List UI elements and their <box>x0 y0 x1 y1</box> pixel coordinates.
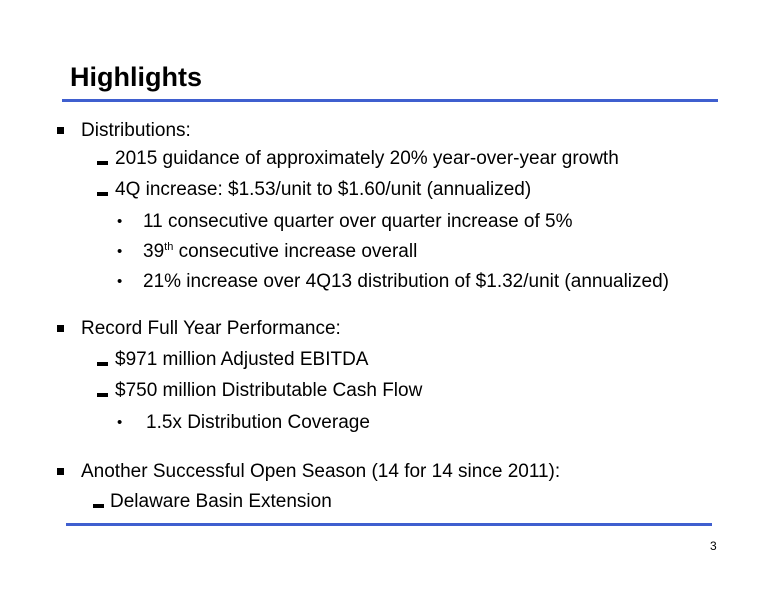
bullet-open-season: Another Successful Open Season (14 for 1… <box>81 461 561 482</box>
dash-bullet-icon <box>97 393 108 397</box>
sub-bullet-4q-increase: 4Q increase: $1.53/unit to $1.60/unit (a… <box>115 179 532 200</box>
detail-21pct-increase: 21% increase over 4Q13 distribution of $… <box>143 271 669 292</box>
square-bullet-icon <box>57 325 64 332</box>
dot-bullet-icon: • <box>117 414 123 431</box>
square-bullet-icon <box>57 127 64 134</box>
detail-consecutive-overall: 39th consecutive increase overall <box>143 240 417 264</box>
footer-rule <box>66 523 712 526</box>
dot-bullet-icon: • <box>117 213 123 230</box>
sub-bullet-ebitda: $971 million Adjusted EBITDA <box>115 349 369 370</box>
dash-bullet-icon <box>97 362 108 366</box>
sub-bullet-dcf: $750 million Distributable Cash Flow <box>115 380 423 401</box>
ordinal-text: consecutive increase overall <box>173 241 418 262</box>
bullet-record-year: Record Full Year Performance: <box>81 318 341 339</box>
title-underline <box>62 99 718 102</box>
ordinal-suffix: th <box>164 241 174 253</box>
slide-title: Highlights <box>70 62 202 92</box>
ordinal-number: 39 <box>143 241 165 262</box>
sub-bullet-delaware: Delaware Basin Extension <box>110 491 332 512</box>
dash-bullet-icon <box>93 504 104 508</box>
bullet-distributions: Distributions: <box>81 120 191 141</box>
detail-consecutive-quarter: 11 consecutive quarter over quarter incr… <box>143 211 573 232</box>
dot-bullet-icon: • <box>117 243 123 260</box>
detail-coverage: 1.5x Distribution Coverage <box>146 412 370 433</box>
sub-bullet-guidance: 2015 guidance of approximately 20% year-… <box>115 148 619 169</box>
dot-bullet-icon: • <box>117 273 123 290</box>
dash-bullet-icon <box>97 192 108 196</box>
page-number: 3 <box>710 539 717 553</box>
square-bullet-icon <box>57 468 64 475</box>
dash-bullet-icon <box>97 161 108 165</box>
